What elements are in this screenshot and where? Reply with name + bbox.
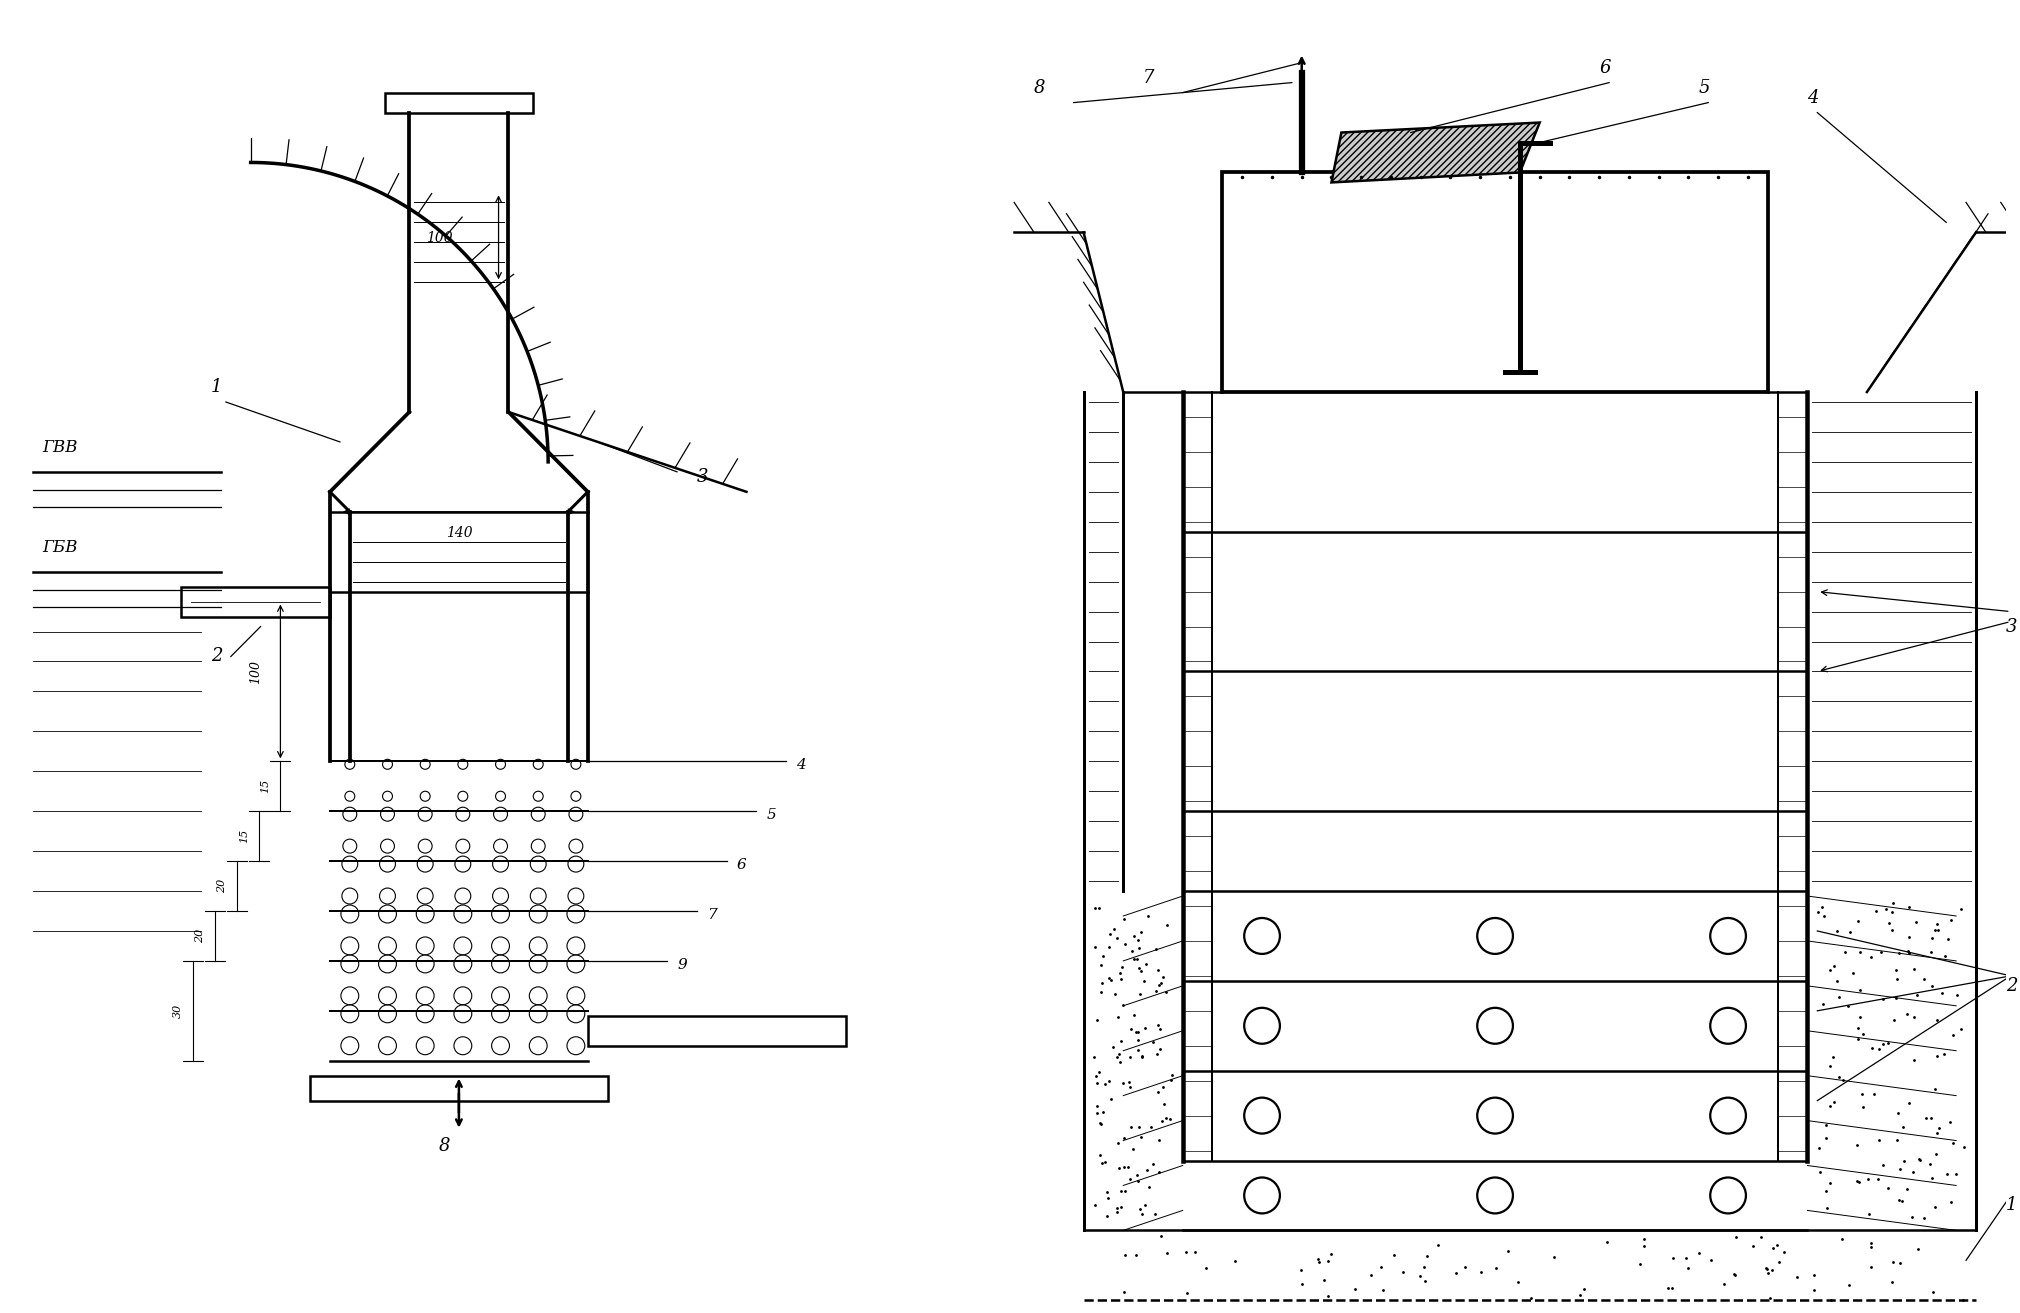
Text: 7: 7	[707, 909, 717, 922]
Polygon shape	[1331, 122, 1539, 183]
Text: 1: 1	[2006, 1196, 2018, 1215]
Text: 6: 6	[1600, 59, 1610, 76]
Text: 2: 2	[210, 647, 222, 666]
Bar	[384, 93, 533, 113]
Text: 3: 3	[2006, 617, 2018, 635]
Text: 15: 15	[261, 779, 271, 793]
Text: 140: 140	[446, 525, 473, 540]
Text: 15: 15	[238, 829, 248, 843]
Text: 1: 1	[210, 378, 222, 397]
Text: 20: 20	[196, 928, 206, 943]
Bar	[311, 1075, 608, 1100]
Text: 9: 9	[677, 958, 687, 972]
Text: 4: 4	[796, 759, 806, 772]
Bar	[588, 1016, 846, 1045]
Text: 30: 30	[174, 1003, 184, 1018]
Text: ГВВ: ГВВ	[42, 439, 79, 456]
Text: 20: 20	[216, 878, 226, 893]
Text: 8: 8	[1034, 79, 1046, 97]
Text: 5: 5	[1699, 79, 1709, 97]
Text: 100: 100	[426, 231, 452, 246]
Text: 8: 8	[438, 1137, 450, 1154]
Bar	[182, 587, 329, 617]
Text: 7: 7	[1143, 68, 1155, 87]
Bar	[1222, 172, 1768, 393]
Text: 6: 6	[737, 859, 745, 872]
Text: ГБВ: ГБВ	[42, 538, 79, 555]
Text: 5: 5	[766, 809, 776, 822]
Text: 4: 4	[1808, 88, 1818, 106]
Text: 2: 2	[2006, 977, 2018, 995]
Text: 3: 3	[697, 467, 709, 486]
Text: 100: 100	[248, 660, 263, 684]
